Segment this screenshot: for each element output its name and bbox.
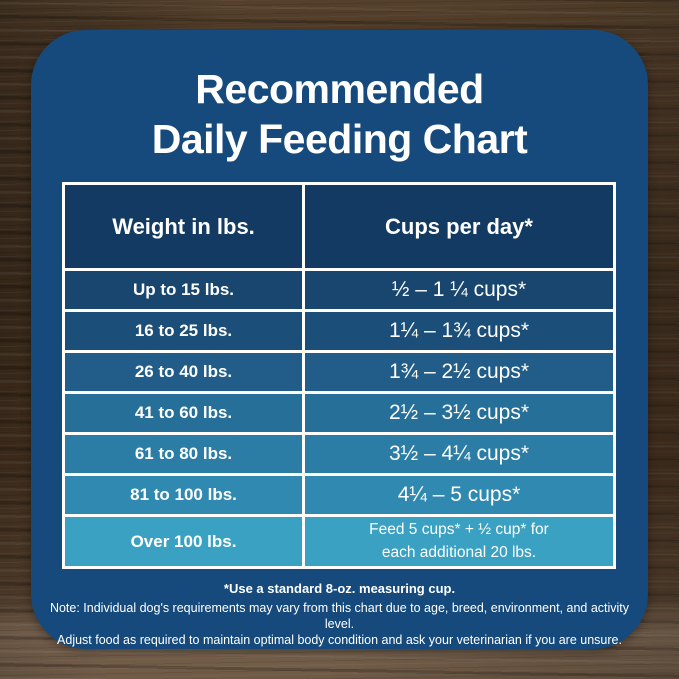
vet-note: Adjust food as required to maintain opti…: [57, 633, 622, 648]
header-weight: Weight in lbs.: [65, 185, 302, 268]
variance-note: Note: Individual dog's requirements may …: [49, 600, 630, 632]
cups-cell: 1¼ – 1¾ cups*: [305, 312, 613, 350]
header-cups: Cups per day*: [305, 185, 613, 268]
weight-cell: 81 to 100 lbs.: [65, 476, 302, 514]
table-row: 61 to 80 lbs. 3½ – 4¼ cups*: [65, 435, 613, 473]
feeding-chart-card: Recommended Daily Feeding Chart Weight i…: [31, 30, 648, 649]
table-row: 41 to 60 lbs. 2½ – 3½ cups*: [65, 394, 613, 432]
table-header-row: Weight in lbs. Cups per day*: [65, 185, 613, 268]
footnotes: *Use a standard 8-oz. measuring cup. Not…: [41, 581, 638, 649]
weight-cell: 61 to 80 lbs.: [65, 435, 302, 473]
weight-cell: Over 100 lbs.: [65, 517, 302, 566]
table-row: Up to 15 lbs. ½ – 1 ¼ cups*: [65, 271, 613, 309]
table-row: Over 100 lbs. Feed 5 cups* + ½ cup* for …: [65, 517, 613, 566]
table-row: 26 to 40 lbs. 1¾ – 2½ cups*: [65, 353, 613, 391]
page-title: Recommended Daily Feeding Chart: [31, 64, 648, 164]
weight-cell: 26 to 40 lbs.: [65, 353, 302, 391]
table-row: 81 to 100 lbs. 4¼ – 5 cups*: [65, 476, 613, 514]
weight-cell: 16 to 25 lbs.: [65, 312, 302, 350]
feeding-table: Weight in lbs. Cups per day* Up to 15 lb…: [62, 182, 616, 569]
page-title-line1: Recommended: [195, 66, 484, 112]
cups-cell: ½ – 1 ¼ cups*: [305, 271, 613, 309]
weight-cell: 41 to 60 lbs.: [65, 394, 302, 432]
measuring-cup-note: *Use a standard 8-oz. measuring cup.: [223, 581, 456, 596]
page-title-line2: Daily Feeding Chart: [151, 116, 528, 163]
weight-cell: Up to 15 lbs.: [65, 271, 302, 309]
table-row: 16 to 25 lbs. 1¼ – 1¾ cups*: [65, 312, 613, 350]
cups-cell: 3½ – 4¼ cups*: [305, 435, 613, 473]
cups-cell: 4¼ – 5 cups*: [305, 476, 613, 514]
cups-cell: 1¾ – 2½ cups*: [305, 353, 613, 391]
cups-cell: Feed 5 cups* + ½ cup* for each additiona…: [305, 517, 613, 566]
cups-cell: 2½ – 3½ cups*: [305, 394, 613, 432]
